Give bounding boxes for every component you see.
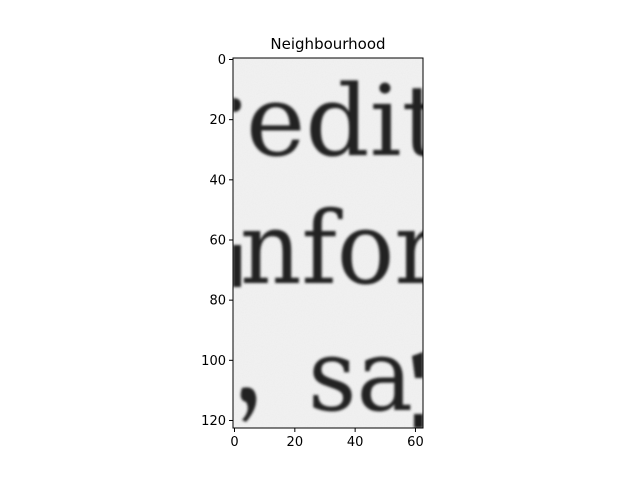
image-ascender-glyph — [233, 245, 241, 287]
y-tick-label: 60 — [209, 233, 226, 248]
image-comma-glyph — [240, 387, 257, 422]
image-corner-dark — [414, 414, 423, 428]
y-tick-label: 40 — [209, 173, 226, 188]
y-tick-label: 0 — [218, 53, 226, 68]
image-dot-glyph — [233, 98, 241, 112]
chart-title: Neighbourhood — [270, 35, 385, 53]
y-tick-label: 120 — [201, 414, 226, 429]
image-partial-glyph — [412, 352, 423, 378]
axes-frame — [232, 57, 424, 429]
image-noise — [233, 58, 423, 428]
y-tick-label: 80 — [209, 294, 226, 309]
image-text-line-2: nfor — [240, 190, 440, 307]
y-tick-label: 100 — [201, 354, 226, 369]
y-tick-label: 20 — [209, 113, 226, 128]
x-tick-label: 0 — [230, 435, 238, 450]
x-tick-label: 40 — [347, 435, 364, 450]
x-tick-label: 20 — [287, 435, 304, 450]
x-tick-label: 60 — [407, 435, 424, 450]
image-text-line-1: edit — [246, 65, 442, 179]
image-panel: edit nfor sa — [233, 58, 442, 434]
image-text-line-3: sa — [308, 317, 413, 434]
y-axis-ticks: 0 20 40 60 80 100 120 — [201, 53, 233, 429]
x-axis-ticks: 0 20 40 60 — [230, 428, 424, 450]
